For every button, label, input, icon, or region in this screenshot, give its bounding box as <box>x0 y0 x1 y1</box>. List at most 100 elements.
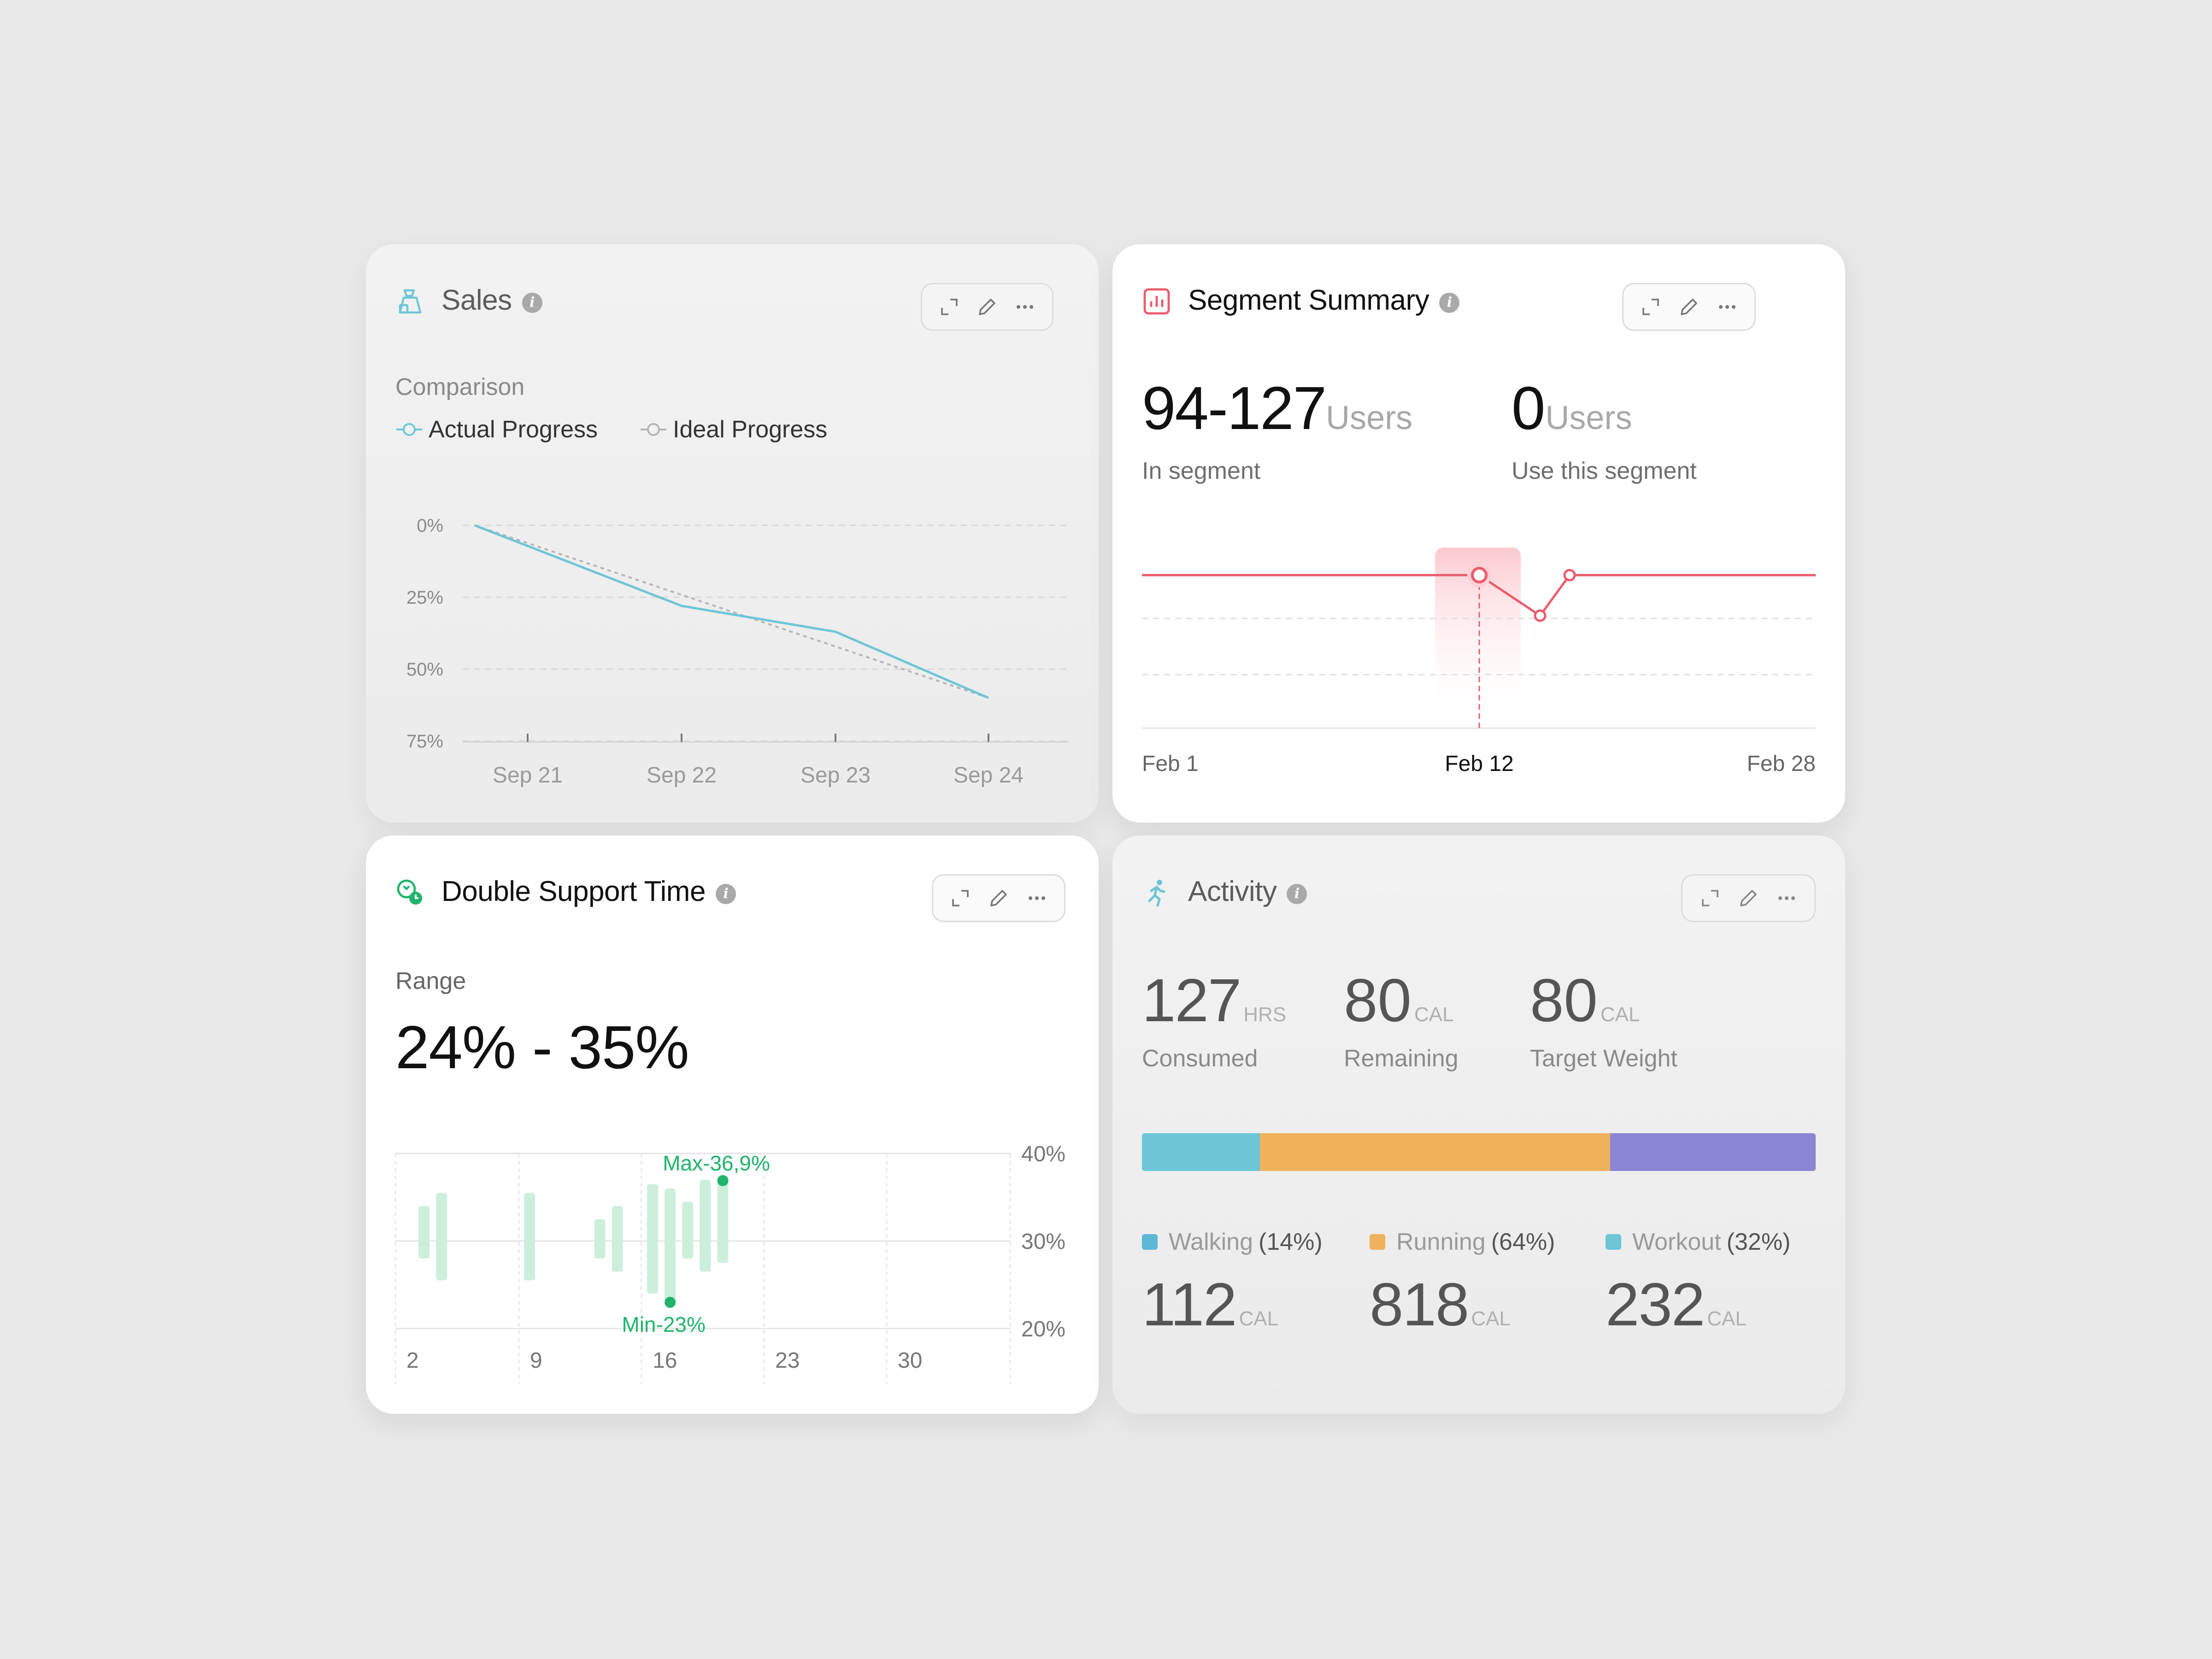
expand-icon[interactable] <box>947 885 974 912</box>
legend-ideal[interactable]: Ideal Progress <box>640 416 827 443</box>
sales-bag-icon <box>399 289 422 314</box>
range-bar <box>594 1219 606 1259</box>
sales-card: Sales i Comparison Actual Progress Ideal … <box>366 244 1099 823</box>
running-person-icon <box>1148 880 1165 907</box>
stat-in-segment-label: In segment <box>1142 458 1261 484</box>
stat-label: Remaining <box>1344 1045 1459 1072</box>
y-tick-label: 40% <box>1021 1142 1065 1166</box>
x-label-start: Feb 1 <box>1142 752 1199 776</box>
dst-header: Double Support Time i <box>395 865 1069 922</box>
range-bar <box>524 1193 535 1281</box>
breakdown-unit: CAL <box>1239 1307 1279 1330</box>
breakdown-running: Running (64%) 818 CAL <box>1370 1228 1555 1339</box>
expand-icon[interactable] <box>936 294 963 320</box>
max-point <box>717 1175 729 1186</box>
segment-line-chart <box>1142 547 1816 729</box>
activity-card: Activity i 127 HRS Consumed 80 CAL Remainin… <box>1112 835 1845 1414</box>
info-icon[interactable]: i <box>522 293 542 313</box>
stat-use-segment-label: Use this segment <box>1512 458 1697 484</box>
stat-value: 80 <box>1530 966 1598 1034</box>
bar-segment-workout[interactable] <box>1610 1133 1816 1171</box>
y-tick-label: 20% <box>1021 1317 1065 1341</box>
more-options-icon[interactable] <box>1714 294 1741 320</box>
x-tick-label: 23 <box>775 1348 800 1373</box>
legend-actual[interactable]: Actual Progress <box>395 416 598 443</box>
breakdown-pct: (32%) <box>1726 1229 1791 1255</box>
segment-title-row: Segment Summary i <box>1188 284 1460 317</box>
info-icon[interactable]: i <box>1287 884 1307 904</box>
x-label-end: Feb 28 <box>1747 752 1816 776</box>
legend-ideal-marker <box>641 423 666 436</box>
x-label-selected: Feb 12 <box>1445 752 1514 776</box>
range-bar <box>717 1180 729 1263</box>
range-bar <box>682 1201 694 1259</box>
stat-in-segment: 94-127Users <box>1142 373 1412 443</box>
activity-header: Activity i <box>1142 865 1816 922</box>
range-bar <box>612 1206 623 1272</box>
range-value: 24% - 35% <box>395 1013 689 1081</box>
more-options-icon[interactable] <box>1773 885 1800 912</box>
breakdown-value: 818 <box>1370 1271 1469 1338</box>
bar-segment-walking[interactable] <box>1142 1133 1260 1171</box>
y-tick-label: 0% <box>417 516 443 536</box>
more-options-icon[interactable] <box>1024 885 1050 912</box>
activity-stacked-bar <box>1142 1133 1816 1171</box>
range-bar <box>436 1193 447 1281</box>
stat-consumed: 127 HRS <box>1142 965 1286 1035</box>
range-label: Range <box>395 968 466 994</box>
legend-actual-label: Actual Progress <box>429 416 598 443</box>
actual-progress-line <box>474 524 989 699</box>
x-tick-label: Sep 21 <box>493 763 563 788</box>
y-tick-label: 25% <box>406 588 443 608</box>
expand-icon[interactable] <box>1637 294 1664 320</box>
info-icon[interactable]: i <box>1439 293 1460 313</box>
range-bar <box>647 1184 658 1294</box>
activity-title: Activity <box>1188 876 1277 907</box>
breakdown-value: 232 <box>1606 1271 1705 1338</box>
stat-in-segment-value: 94-127 <box>1142 374 1327 442</box>
comparison-label: Comparison <box>395 374 525 400</box>
edit-pencil-icon[interactable] <box>974 294 1000 320</box>
range-bar <box>700 1180 711 1272</box>
stat-label: Consumed <box>1142 1045 1258 1072</box>
segment-title: Segment Summary <box>1188 284 1430 316</box>
stat-use-segment-value: 0 <box>1512 374 1546 442</box>
info-icon[interactable]: i <box>715 884 736 904</box>
legend-swatch <box>1370 1234 1385 1250</box>
time-cycle-icon <box>397 879 422 905</box>
x-tick-label: Sep 22 <box>647 763 717 788</box>
min-label: Min-23% <box>622 1312 706 1336</box>
stat-label: Target Weight <box>1530 1045 1677 1072</box>
dst-toolbar <box>932 874 1065 922</box>
range-bar <box>418 1206 430 1259</box>
breakdown-workout: Workout (32%) 232 CAL <box>1606 1228 1790 1339</box>
breakdown-unit: CAL <box>1707 1307 1747 1330</box>
y-tick-label: 30% <box>1021 1230 1065 1254</box>
dst-title-row: Double Support Time i <box>441 875 736 908</box>
stat-use-segment-unit: Users <box>1545 400 1632 436</box>
bar-segment-running[interactable] <box>1259 1133 1611 1171</box>
stat-unit: HRS <box>1243 1003 1287 1026</box>
edit-pencil-icon[interactable] <box>985 885 1012 912</box>
sales-toolbar <box>921 283 1053 331</box>
bar-chart-icon <box>1143 288 1170 315</box>
breakdown-unit: CAL <box>1471 1307 1511 1330</box>
breakdown-value: 112 <box>1142 1271 1237 1338</box>
legend-actual-marker <box>396 423 422 436</box>
data-point[interactable] <box>1534 609 1547 622</box>
stat-use-segment: 0Users <box>1512 373 1632 443</box>
ideal-progress-line <box>474 524 989 699</box>
stat-unit: CAL <box>1600 1003 1640 1026</box>
edit-pencil-icon[interactable] <box>1676 294 1702 320</box>
segment-header: Segment Summary i <box>1142 274 1816 331</box>
x-tick-label: 2 <box>406 1348 419 1373</box>
expand-icon[interactable] <box>1697 885 1724 912</box>
max-label: Max-36,9% <box>663 1151 770 1175</box>
sales-title-row: Sales i <box>441 284 542 317</box>
x-tick-label: Sep 23 <box>800 763 871 788</box>
more-options-icon[interactable] <box>1012 294 1038 320</box>
edit-pencil-icon[interactable] <box>1735 885 1762 912</box>
dst-title: Double Support Time <box>441 876 706 907</box>
breakdown-pct: (64%) <box>1491 1229 1555 1255</box>
data-point[interactable] <box>1563 569 1576 582</box>
